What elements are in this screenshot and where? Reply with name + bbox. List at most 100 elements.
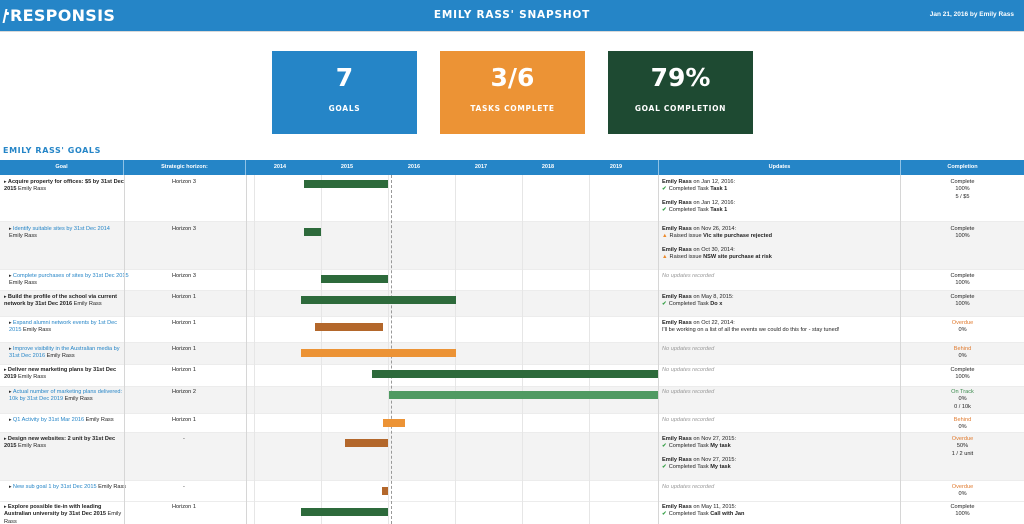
goal-column-header[interactable]: Goal	[0, 160, 124, 175]
no-updates-text: No updates recorded	[662, 346, 715, 352]
timeline-gridline	[589, 175, 590, 524]
gantt-bar[interactable]	[383, 419, 405, 427]
completion-percent: 0%	[958, 353, 967, 360]
gantt-bar[interactable]	[301, 508, 388, 516]
table-row[interactable]: ▸ Q1 Activity by 31st Mar 2016 Emily Ras…	[0, 414, 1024, 433]
no-updates-text: No updates recorded	[662, 367, 715, 373]
update-action: Completed Task	[668, 301, 711, 308]
expand-triangle-icon[interactable]: ▸	[9, 484, 13, 490]
table-row[interactable]: ▸ Design new websites: 2 unit by 31st De…	[0, 433, 1024, 481]
horizon-cell: Horizon 2	[172, 389, 196, 395]
goal-cell[interactable]: ▸ New sub goal 1 by 31st Dec 2015 Emily …	[9, 484, 129, 491]
update-subject: Vic site purchase rejected	[703, 233, 773, 240]
update-comment: I'll be working on a list of all the eve…	[662, 327, 840, 334]
expand-triangle-icon[interactable]: ▸	[9, 226, 13, 232]
horizon-column-header[interactable]: Strategic horizon:	[124, 160, 246, 175]
gantt-bar[interactable]	[321, 275, 388, 283]
goal-cell[interactable]: ▸ Acquire property for offices: $5 by 31…	[4, 179, 124, 194]
update-action: Completed Task	[668, 511, 711, 518]
goal-title[interactable]: Build the profile of the school via curr…	[4, 294, 117, 308]
goal-cell[interactable]: ▸ Deliver new marketing plans by 31st De…	[4, 367, 124, 382]
table-row[interactable]: ▸ Explore possible tie-in with leading A…	[0, 502, 1024, 524]
gantt-bar[interactable]	[382, 487, 388, 495]
goal-title[interactable]: Explore possible tie-in with leading Aus…	[4, 504, 106, 518]
goal-cell[interactable]: ▸ Explore possible tie-in with leading A…	[4, 504, 124, 524]
responsis-logo[interactable]: RESPONSIS	[3, 5, 115, 26]
gantt-bar[interactable]	[389, 391, 658, 399]
expand-triangle-icon[interactable]: ▸	[4, 294, 8, 300]
expand-triangle-icon[interactable]: ▸	[9, 417, 13, 423]
goal-cell[interactable]: ▸ Expand alumni network events by 1st De…	[9, 320, 129, 335]
update-entry: Emily Rass on Jan 12, 2016: ✔ Completed Ta…	[662, 179, 897, 194]
goal-title[interactable]: Q1 Activity by 31st Mar 2016	[12, 417, 85, 423]
gantt-bar[interactable]	[301, 296, 456, 304]
goal-cell[interactable]: ▸ Build the profile of the school via cu…	[4, 294, 124, 309]
column-divider	[124, 175, 125, 524]
table-row[interactable]: ▸ New sub goal 1 by 31st Dec 2015 Emily …	[0, 481, 1024, 502]
table-row[interactable]: ▸ Expand alumni network events by 1st De…	[0, 317, 1024, 343]
completion-status: Complete	[950, 294, 975, 300]
expand-triangle-icon[interactable]: ▸	[9, 273, 13, 279]
table-row[interactable]: ▸ Improve visibility in the Australian m…	[0, 343, 1024, 365]
table-row[interactable]: ▸ Build the profile of the school via cu…	[0, 291, 1024, 317]
goal-cell[interactable]: ▸ Q1 Activity by 31st Mar 2016 Emily Ras…	[9, 417, 129, 424]
goal-cell[interactable]: ▸ Complete purchases of sites by 31st De…	[9, 273, 129, 288]
horizon-cell: Horizon 1	[172, 367, 196, 373]
update-subject: Call with Jan	[710, 511, 745, 518]
goal-title[interactable]: Deliver new marketing plans by 31st Dec …	[4, 367, 117, 381]
goal-owner: Emily Rass	[46, 353, 75, 360]
expand-triangle-icon[interactable]: ▸	[9, 389, 13, 395]
expand-triangle-icon[interactable]: ▸	[4, 367, 8, 373]
goal-title[interactable]: Identify suitable sites by 31st Dec 2014	[12, 226, 110, 232]
table-row[interactable]: ▸ Deliver new marketing plans by 31st De…	[0, 365, 1024, 387]
gantt-bar[interactable]	[301, 349, 456, 357]
table-row[interactable]: ▸ Acquire property for offices: $5 by 31…	[0, 175, 1024, 222]
column-divider	[246, 175, 247, 524]
completion-status: Complete	[950, 273, 975, 279]
goal-title[interactable]: Actual number of marketing plans deliver…	[9, 389, 123, 403]
logo-text: RESPONSIS	[10, 6, 116, 25]
completion-progress: 5 / $5	[955, 193, 970, 200]
goal-title[interactable]: Acquire property for offices: $5 by 31st…	[4, 179, 124, 193]
update-author: Emily Rass	[662, 456, 692, 463]
gantt-bar[interactable]	[304, 228, 321, 236]
gantt-bar[interactable]	[345, 439, 388, 447]
goal-title[interactable]: Design new websites: 2 unit by 31st Dec …	[4, 436, 116, 450]
goal-title[interactable]: Expand alumni network events by 1st Dec …	[9, 320, 118, 334]
updates-cell: No updates recorded	[662, 484, 897, 491]
gantt-bar[interactable]	[304, 180, 388, 188]
goal-cell[interactable]: ▸ Actual number of marketing plans deliv…	[9, 389, 129, 404]
expand-triangle-icon[interactable]: ▸	[4, 179, 8, 185]
update-date: on Nov 27, 2015:	[691, 456, 737, 463]
column-divider	[658, 175, 659, 524]
completion-percent: 100%	[955, 301, 970, 308]
expand-triangle-icon[interactable]: ▸	[4, 504, 8, 510]
goal-title[interactable]: Improve visibility in the Australian med…	[9, 346, 120, 360]
completion-status: On Track	[951, 389, 974, 395]
update-entry: Emily Rass on Nov 27, 2015: ✔ Completed Ta…	[662, 436, 897, 451]
completion-column-header[interactable]: Completion	[947, 164, 978, 170]
goal-cell[interactable]: ▸ Identify suitable sites by 31st Dec 20…	[9, 226, 129, 241]
completion-status: Overdue	[951, 436, 974, 442]
expand-triangle-icon[interactable]: ▸	[9, 346, 13, 352]
update-author: Emily Rass	[662, 504, 692, 510]
update-date: on Oct 22, 2014:	[691, 320, 735, 326]
gantt-bar[interactable]	[372, 370, 658, 378]
gantt-bar[interactable]	[315, 323, 383, 331]
goal-title[interactable]: Complete purchases of sites by 31st Dec …	[12, 273, 129, 279]
update-date: on May 11, 2015:	[691, 504, 737, 510]
update-author: Emily Rass	[662, 436, 692, 442]
table-row[interactable]: ▸ Complete purchases of sites by 31st De…	[0, 270, 1024, 291]
updates-column-header[interactable]: Updates	[659, 160, 901, 175]
expand-triangle-icon[interactable]: ▸	[4, 436, 8, 442]
completion-status: Behind	[953, 417, 972, 423]
goal-cell[interactable]: ▸ Design new websites: 2 unit by 31st De…	[4, 436, 124, 451]
warning-icon: ▲	[662, 233, 668, 240]
table-row[interactable]: ▸ Identify suitable sites by 31st Dec 20…	[0, 222, 1024, 270]
goal-title[interactable]: New sub goal 1 by 31st Dec 2015	[12, 484, 97, 490]
goal-cell[interactable]: ▸ Improve visibility in the Australian m…	[9, 346, 129, 361]
table-row[interactable]: ▸ Actual number of marketing plans deliv…	[0, 387, 1024, 414]
goal-owner: Emily Rass	[73, 301, 102, 308]
year-label: 2014	[273, 164, 287, 170]
expand-triangle-icon[interactable]: ▸	[9, 320, 13, 326]
